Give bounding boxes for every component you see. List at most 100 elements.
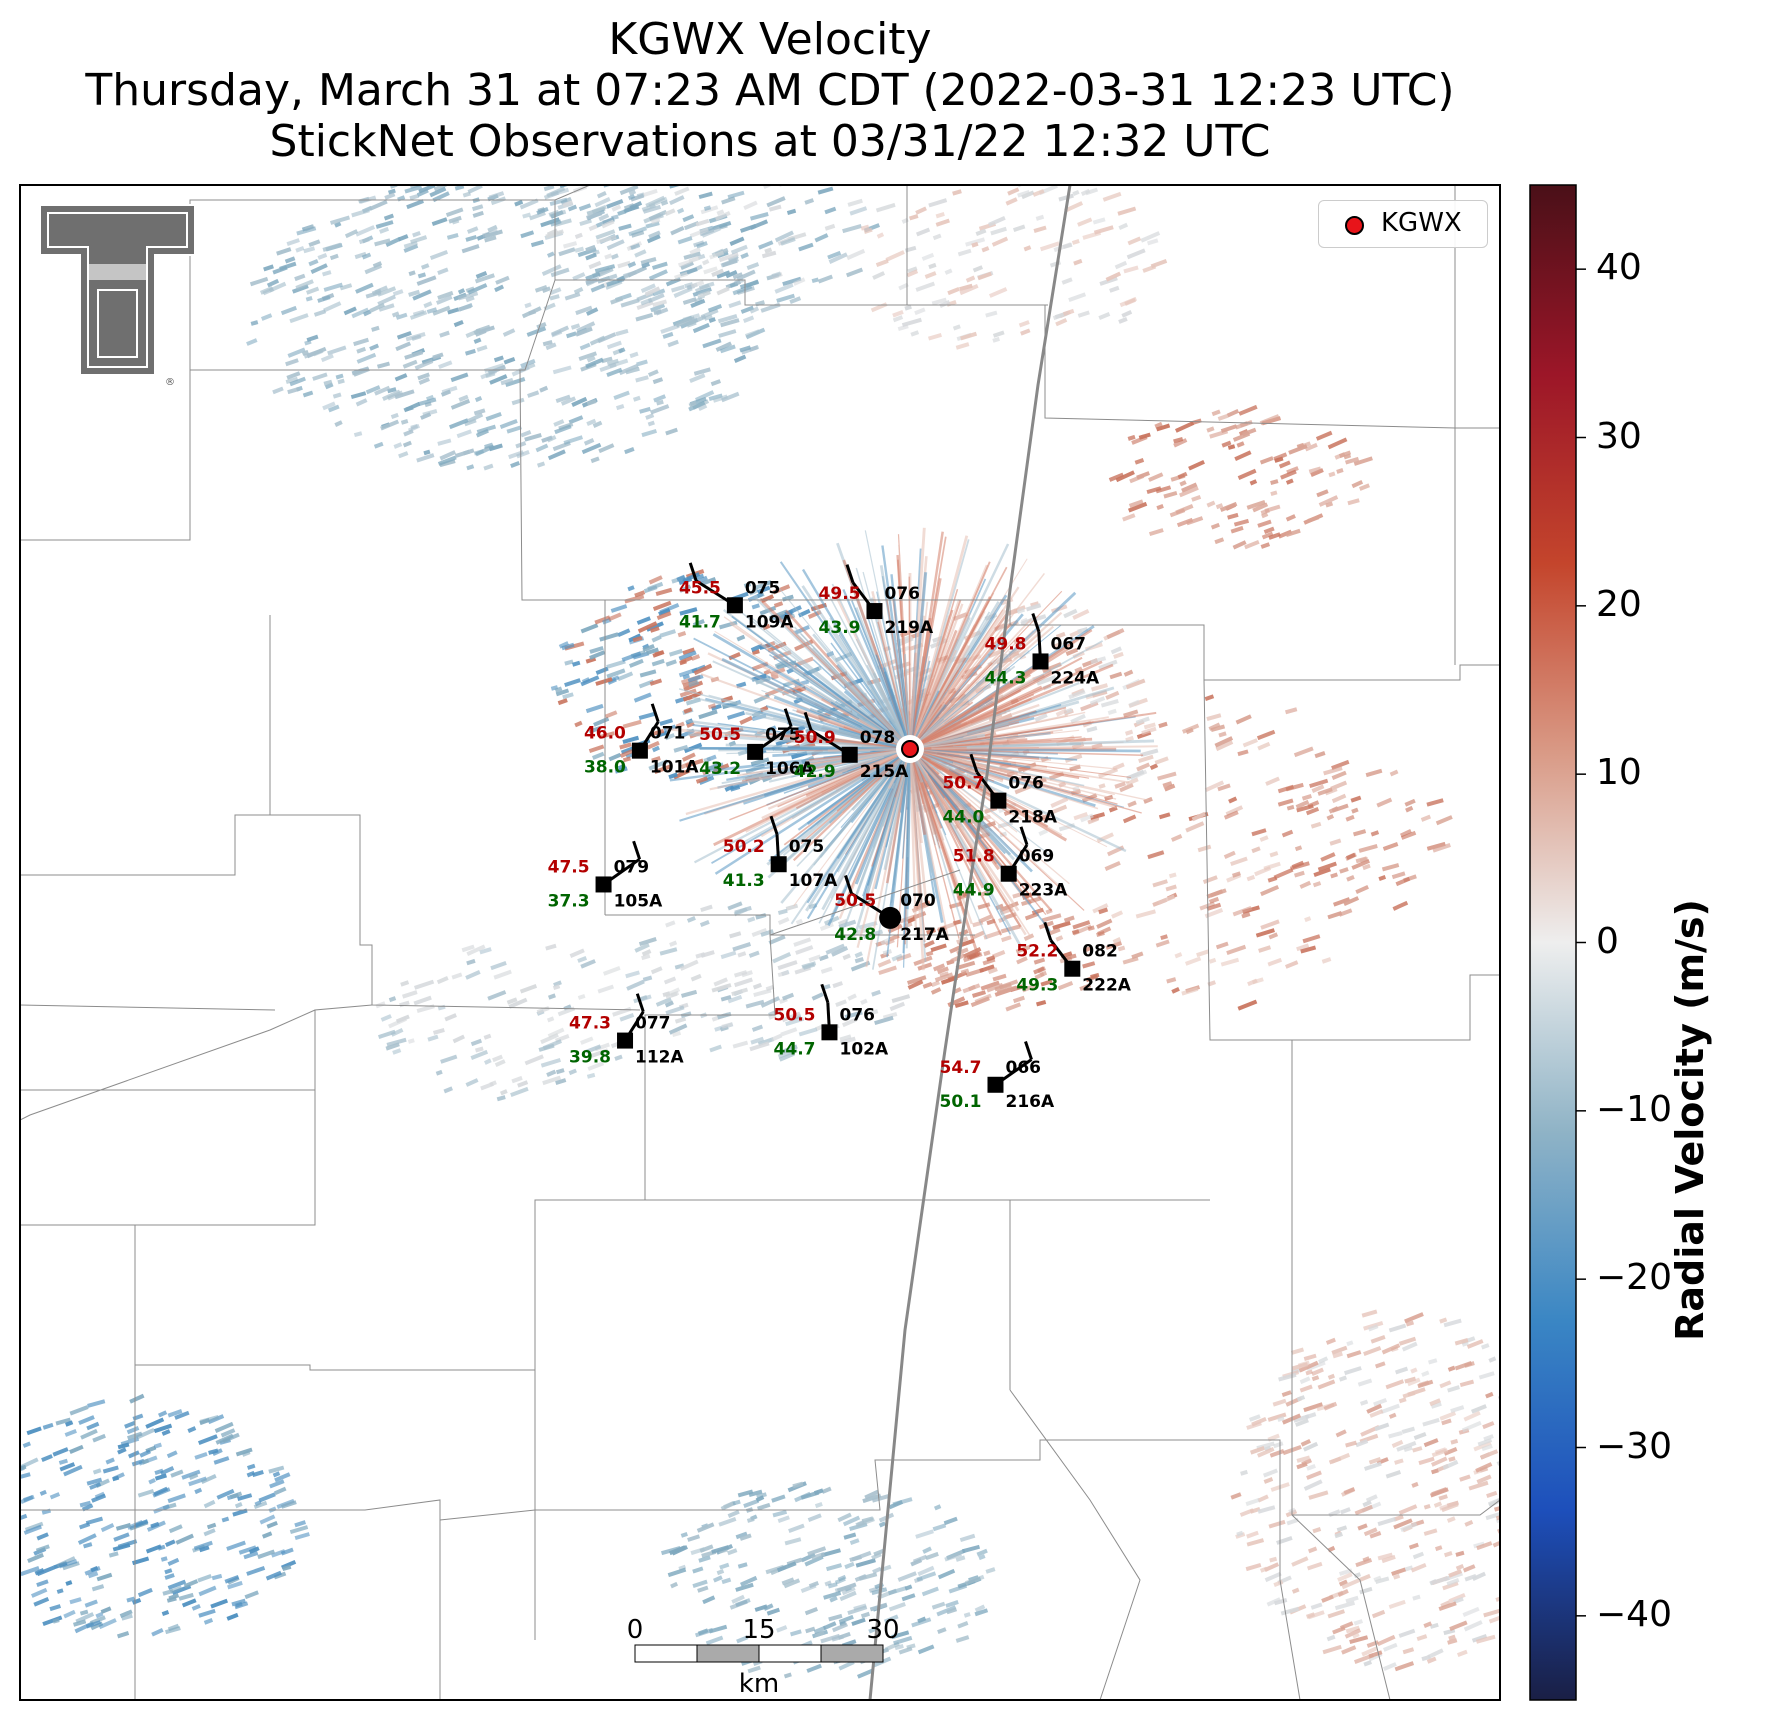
sticknet-stations: 45.5 41.7 075 109A 49.5 43.9 076 219A 49.8 44.3 06… [548,562,1132,1112]
station-dewpoint: 44.0 [942,808,984,828]
station-pressure: 079 [614,858,650,878]
station-pressure: 075 [765,725,801,745]
station-dewpoint: 41.3 [723,871,765,891]
station-pressure: 076 [885,584,921,604]
colorbar-tick-label: −20 [1596,1257,1672,1299]
station-temperature: 50.9 [794,728,836,748]
colorbar-tick-label: 40 [1596,247,1642,289]
title-line-2: Thursday, March 31 at 07:23 AM CDT (2022… [85,65,1455,116]
station-marker-icon [841,746,858,763]
scale-bar: 0 15 30 km [627,1615,900,1699]
station-dewpoint: 44.9 [953,881,995,901]
station-dewpoint: 42.9 [794,762,836,782]
station-222A: 52.2 49.3 082 222A [1016,921,1132,996]
scale-tick-30: 30 [866,1615,899,1645]
station-pressure: 075 [745,578,781,598]
station-id: 107A [789,871,838,891]
station-pressure: 070 [900,891,936,911]
station-107A: 50.2 41.3 075 107A [723,815,838,891]
radar-site-marker [896,735,924,763]
wind-barb-flag-icon [1043,921,1053,941]
station-dewpoint: 41.7 [679,612,721,632]
station-marker-icon [595,876,612,893]
station-dewpoint: 49.3 [1016,976,1058,996]
colorbar-ticks [1576,268,1586,1617]
station-pressure: 066 [1006,1058,1042,1078]
station-id: 215A [860,762,909,782]
station-marker-icon [1032,653,1049,670]
station-105A: 47.5 37.3 079 105A [548,840,663,912]
station-marker-icon [617,1032,634,1049]
plot-area: 45.5 41.7 075 109A 49.5 43.9 076 219A 49.8 44.3 06… [20,185,1500,1700]
wind-barb-flag-icon [769,815,779,835]
station-marker-icon [866,603,883,620]
colorbar [1529,184,1586,1701]
wind-barb-flag-icon [688,562,698,582]
station-id: 109A [745,612,794,632]
wind-barb-flag-icon [1031,613,1041,632]
station-pressure: 067 [1051,634,1087,654]
colorbar-label: Radial Velocity (m/s) [1668,899,1712,1341]
station-marker-icon [631,742,648,759]
station-temperature: 54.7 [940,1058,982,1078]
station-id: 224A [1051,668,1100,688]
title-line-3: StickNet Observations at 03/31/22 12:32 … [269,116,1271,167]
legend-label: KGWX [1381,208,1462,238]
station-102A: 50.5 44.7 076 102A [774,983,889,1059]
colorbar-tick-label: −10 [1596,1088,1672,1130]
station-112A: 47.3 39.8 077 112A [569,993,684,1068]
wind-barb-flag-icon [803,711,813,731]
station-temperature: 52.2 [1016,942,1058,962]
texas-tech-logo: ® [39,204,196,388]
station-id: 223A [1019,881,1068,901]
station-marker-icon [990,792,1007,809]
station-id: 219A [885,618,934,638]
station-pressure: 076 [840,1005,876,1025]
station-temperature: 49.5 [819,584,861,604]
station-106A: 50.5 43.2 075 106A [699,708,815,779]
station-pressure: 069 [1019,847,1054,867]
colorbar-tick-label: −30 [1596,1425,1672,1467]
station-pressure: 078 [860,728,896,748]
wind-barb-flag-icon [783,708,793,728]
wind-barb-flag-icon [1024,1041,1033,1060]
station-id: 101A [650,758,699,778]
station-id: 216A [1006,1092,1055,1112]
plot-frame [19,184,1501,1701]
colorbar-tick-label: 20 [1596,583,1642,625]
station-id: 222A [1082,976,1131,996]
svg-text:®: ® [165,377,175,388]
station-dewpoint: 39.8 [569,1048,611,1068]
station-dewpoint: 42.8 [834,925,876,945]
station-marker-icon [1000,865,1017,882]
station-id: 102A [840,1039,889,1059]
station-marker-icon [726,597,743,614]
wind-barb-flag-icon [845,564,855,584]
colorbar-tick-label: 0 [1596,920,1619,962]
colorbar-tick-label: 30 [1596,415,1642,457]
scale-tick-0: 0 [627,1615,644,1645]
station-temperature: 49.8 [985,634,1027,654]
station-dewpoint: 37.3 [548,892,590,912]
station-223A: 51.8 44.9 069 223A [953,826,1068,901]
title-line-1: KGWX Velocity [608,14,932,65]
station-temperature: 46.0 [584,724,626,744]
station-101A: 46.0 38.0 071 101A [584,703,699,778]
station-dewpoint: 50.1 [940,1092,982,1112]
station-pressure: 075 [789,837,825,857]
station-marker-icon [879,906,902,929]
station-224A: 49.8 44.3 067 224A [985,613,1100,688]
station-id: 217A [900,925,949,945]
figure-title: KGWX Velocity Thursday, March 31 at 07:2… [20,14,1520,167]
station-dewpoint: 43.9 [819,618,861,638]
station-marker-icon [987,1076,1004,1093]
station-id: 112A [635,1048,684,1068]
station-218A: 50.7 44.0 076 218A [942,753,1058,828]
station-id: 105A [614,892,663,912]
colorbar-tick-label: 10 [1596,752,1642,794]
station-marker-icon [821,1024,838,1041]
station-dewpoint: 43.2 [699,759,741,779]
station-109A: 45.5 41.7 075 109A [679,562,794,632]
legend: KGWX [1318,200,1488,248]
